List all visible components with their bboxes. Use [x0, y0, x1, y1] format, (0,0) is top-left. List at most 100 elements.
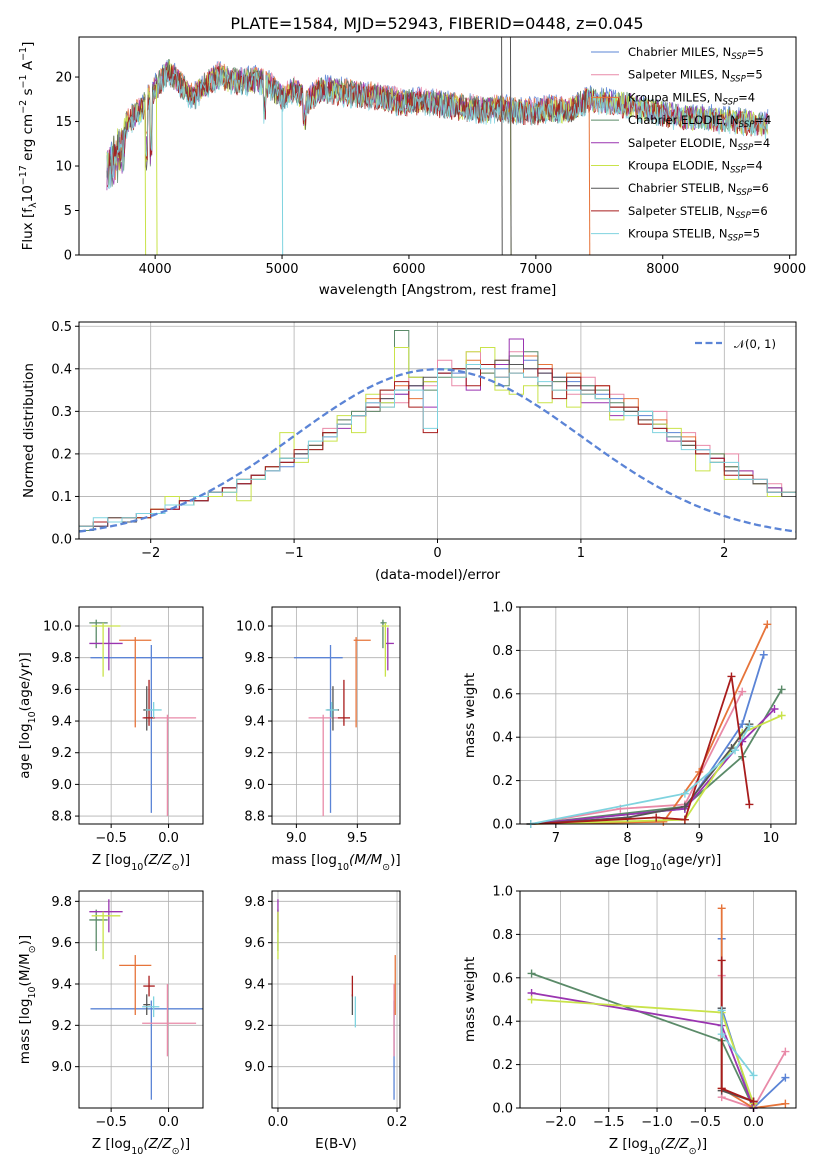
mass-vs-Z-grid [79, 891, 203, 1108]
spectrum-spike [588, 96, 591, 255]
x-tick-label: −1 [285, 546, 304, 561]
x-tick-label: 0.0 [268, 1115, 289, 1130]
x-tick-label: 0.0 [743, 1115, 764, 1130]
x-tick-label: 1 [577, 546, 585, 561]
x-tick-label: −0.5 [95, 1115, 127, 1130]
series-line [530, 654, 765, 825]
mass-vs-Z-xlabel: Z [log10(Z/Z⊙)] [92, 1136, 190, 1157]
series-line [530, 624, 769, 825]
y-tick-label: 0 [64, 249, 72, 264]
errorbar-chabrier-elodie [89, 909, 108, 951]
series-marker [781, 1073, 790, 1082]
series-marker [777, 685, 786, 694]
spectrum-ylabel: Flux [fλ10−17 erg cm−2 s−1 A−1] [18, 42, 39, 251]
y-tick-label: 0.4 [492, 1015, 513, 1030]
errorbar-kroupa-stelib [325, 702, 338, 718]
series-line [530, 723, 751, 825]
x-tick-label: 0.0 [158, 1115, 179, 1130]
y-tick-label: 9.6 [244, 936, 265, 951]
mass-vs-Z-points [89, 899, 203, 1100]
mass-vs-Z-frame: −0.5 0.0 9.0 9.2 9.4 9.6 9.8 [51, 890, 204, 1130]
errorbar-salpeter-elodie [385, 627, 394, 671]
series-marker [680, 815, 689, 824]
age-vs-mass-points [293, 619, 394, 817]
y-tick-label: 0.4 [51, 362, 72, 377]
series-line [530, 691, 744, 825]
y-tick-label: 0.6 [492, 971, 513, 986]
series-marker [745, 800, 754, 809]
y-tick-label: 0.8 [492, 928, 513, 943]
y-tick-label: 0.2 [51, 447, 72, 462]
spectrum-spike [155, 84, 158, 255]
histogram-kroupa-stelib [79, 364, 796, 539]
y-tick-label: 20 [55, 71, 72, 86]
errorbar-kroupa-stelib [142, 996, 160, 1018]
y-tick-label: 9.4 [244, 978, 265, 993]
y-tick-label: 15 [55, 115, 72, 130]
mass-vs-EBV-border [271, 890, 401, 1109]
age-vs-Z-xlabel: Z [log10(Z/Z⊙)] [92, 852, 190, 873]
residuals-histograms [79, 330, 796, 539]
y-tick-label: 8.8 [51, 810, 72, 825]
y-tick-label: 9.2 [244, 746, 265, 761]
series-line [720, 960, 754, 1103]
massweight-vs-age-series [526, 620, 786, 828]
x-tick-label: 9.0 [286, 831, 307, 846]
errorbar-chabrier-stelib [143, 994, 151, 1015]
series-marker [738, 687, 747, 696]
errorbar-kroupa-elodie [381, 622, 390, 677]
age-vs-Z-border [78, 606, 204, 825]
errorbar-kroupa-miles [119, 637, 152, 728]
y-tick-label: 0.3 [51, 405, 72, 420]
age-vs-Z-points [89, 619, 203, 817]
series-marker [738, 720, 747, 729]
errorbar-salpeter-miles [142, 714, 197, 817]
series-marker [745, 722, 754, 731]
series-marker [680, 802, 689, 811]
x-tick-label: 0.0 [158, 831, 179, 846]
y-tick-label: 10.0 [236, 620, 265, 635]
x-tick-label: 7000 [519, 262, 552, 277]
errorbar-kroupa-stelib [145, 702, 162, 718]
x-tick-label: 0 [433, 546, 441, 561]
errorbar-salpeter-elodie [89, 627, 123, 671]
massweight-vs-Z-border [519, 890, 797, 1109]
series-marker [759, 650, 768, 659]
series-marker [717, 1006, 726, 1015]
series-marker [727, 672, 736, 681]
errorbar-salpeter-stelib [143, 975, 155, 997]
mass-vs-EBV-frame: 0.0 0.2 9.0 9.2 9.4 9.6 9.8 [244, 890, 408, 1130]
errorbar-kroupa-elodie [91, 911, 121, 960]
massweight-vs-Z-xlabel: Z [log10(Z/Z⊙)] [609, 1136, 707, 1157]
series-marker [527, 969, 536, 978]
spectrum-spike [281, 94, 284, 255]
massweight-vs-age-xlabel: age [log10(age/yr)] [595, 852, 721, 873]
y-tick-label: 9.8 [244, 651, 265, 666]
spectrum-xlabel: wavelength [Angstrom, rest frame] [319, 282, 557, 298]
spectrum-spike [144, 100, 147, 255]
mass-vs-Z-ylabel: mass [log10(M/M⊙)] [17, 935, 38, 1064]
massweight-vs-age-border [519, 606, 797, 825]
x-tick-label: 0.2 [387, 1115, 408, 1130]
x-tick-label: 9 [695, 831, 703, 846]
y-tick-label: 0.4 [492, 731, 513, 746]
massweight-vs-Z-series [527, 904, 790, 1112]
x-tick-label: 8000 [646, 262, 679, 277]
y-tick-label: 0.0 [492, 818, 513, 833]
series-salpeter-miles [526, 687, 747, 828]
y-tick-label: 5 [64, 204, 72, 219]
x-tick-label: 8 [623, 831, 631, 846]
age-vs-Z-grid [79, 607, 203, 824]
y-tick-label: 9.0 [244, 778, 265, 793]
series-marker [527, 995, 536, 1004]
y-tick-label: 9.6 [244, 683, 265, 698]
histogram-salpeter-stelib [79, 364, 796, 539]
mass-vs-Z-axes [79, 891, 203, 1108]
y-tick-label: 9.0 [51, 1060, 72, 1075]
y-tick-label: 0.0 [492, 1102, 513, 1117]
series-line [530, 689, 783, 825]
y-tick-label: 1.0 [492, 885, 513, 900]
legend-label-kroupa-miles: Kroupa MILES, NSSP=4 [628, 90, 755, 107]
series-marker [763, 620, 772, 629]
